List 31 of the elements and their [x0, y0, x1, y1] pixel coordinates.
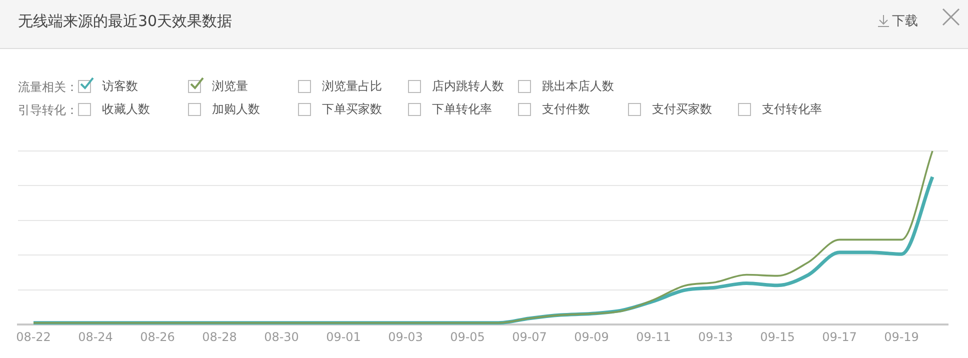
x-tick-label: 09-11 — [636, 330, 671, 344]
text: 支付买家数 — [652, 101, 712, 118]
text: 引导转化： — [18, 102, 78, 119]
legend-label: 访客数 — [102, 78, 138, 95]
x-tick-label: 09-13 — [698, 330, 733, 344]
text: 支付转化率 — [762, 101, 822, 118]
x-tick-label: 09-07 — [512, 330, 547, 344]
x-tick-label: 09-03 — [388, 330, 423, 344]
text: 店内跳转人数 — [432, 78, 504, 95]
x-tick-label: 09-05 — [450, 330, 485, 344]
x-tick-label: 08-22 — [16, 330, 51, 344]
text: 下载 — [892, 13, 918, 30]
text: 下单转化率 — [432, 101, 492, 118]
legend-label: 浏览量 — [212, 78, 248, 95]
x-tick-label: 09-17 — [822, 330, 857, 344]
text: 跳出本店人数 — [542, 78, 614, 95]
x-tick-label: 09-09 — [574, 330, 609, 344]
chart-title: 无线端来源的最近30天效果数据 — [18, 12, 232, 31]
text: 浏览量占比 — [322, 78, 382, 95]
x-tick-label: 08-28 — [202, 330, 237, 344]
x-tick-label: 09-15 — [760, 330, 795, 344]
text: 加购人数 — [212, 101, 260, 118]
x-tick-label: 08-24 — [78, 330, 113, 344]
text: 流量相关： — [18, 79, 78, 96]
x-tick-label: 09-19 — [884, 330, 919, 344]
x-tick-label: 08-26 — [140, 330, 175, 344]
x-tick-label: 08-30 — [264, 330, 299, 344]
text: 收藏人数 — [102, 101, 150, 118]
text: 下单买家数 — [322, 101, 382, 118]
x-tick-label: 09-01 — [326, 330, 361, 344]
text: 支付件数 — [542, 101, 590, 118]
